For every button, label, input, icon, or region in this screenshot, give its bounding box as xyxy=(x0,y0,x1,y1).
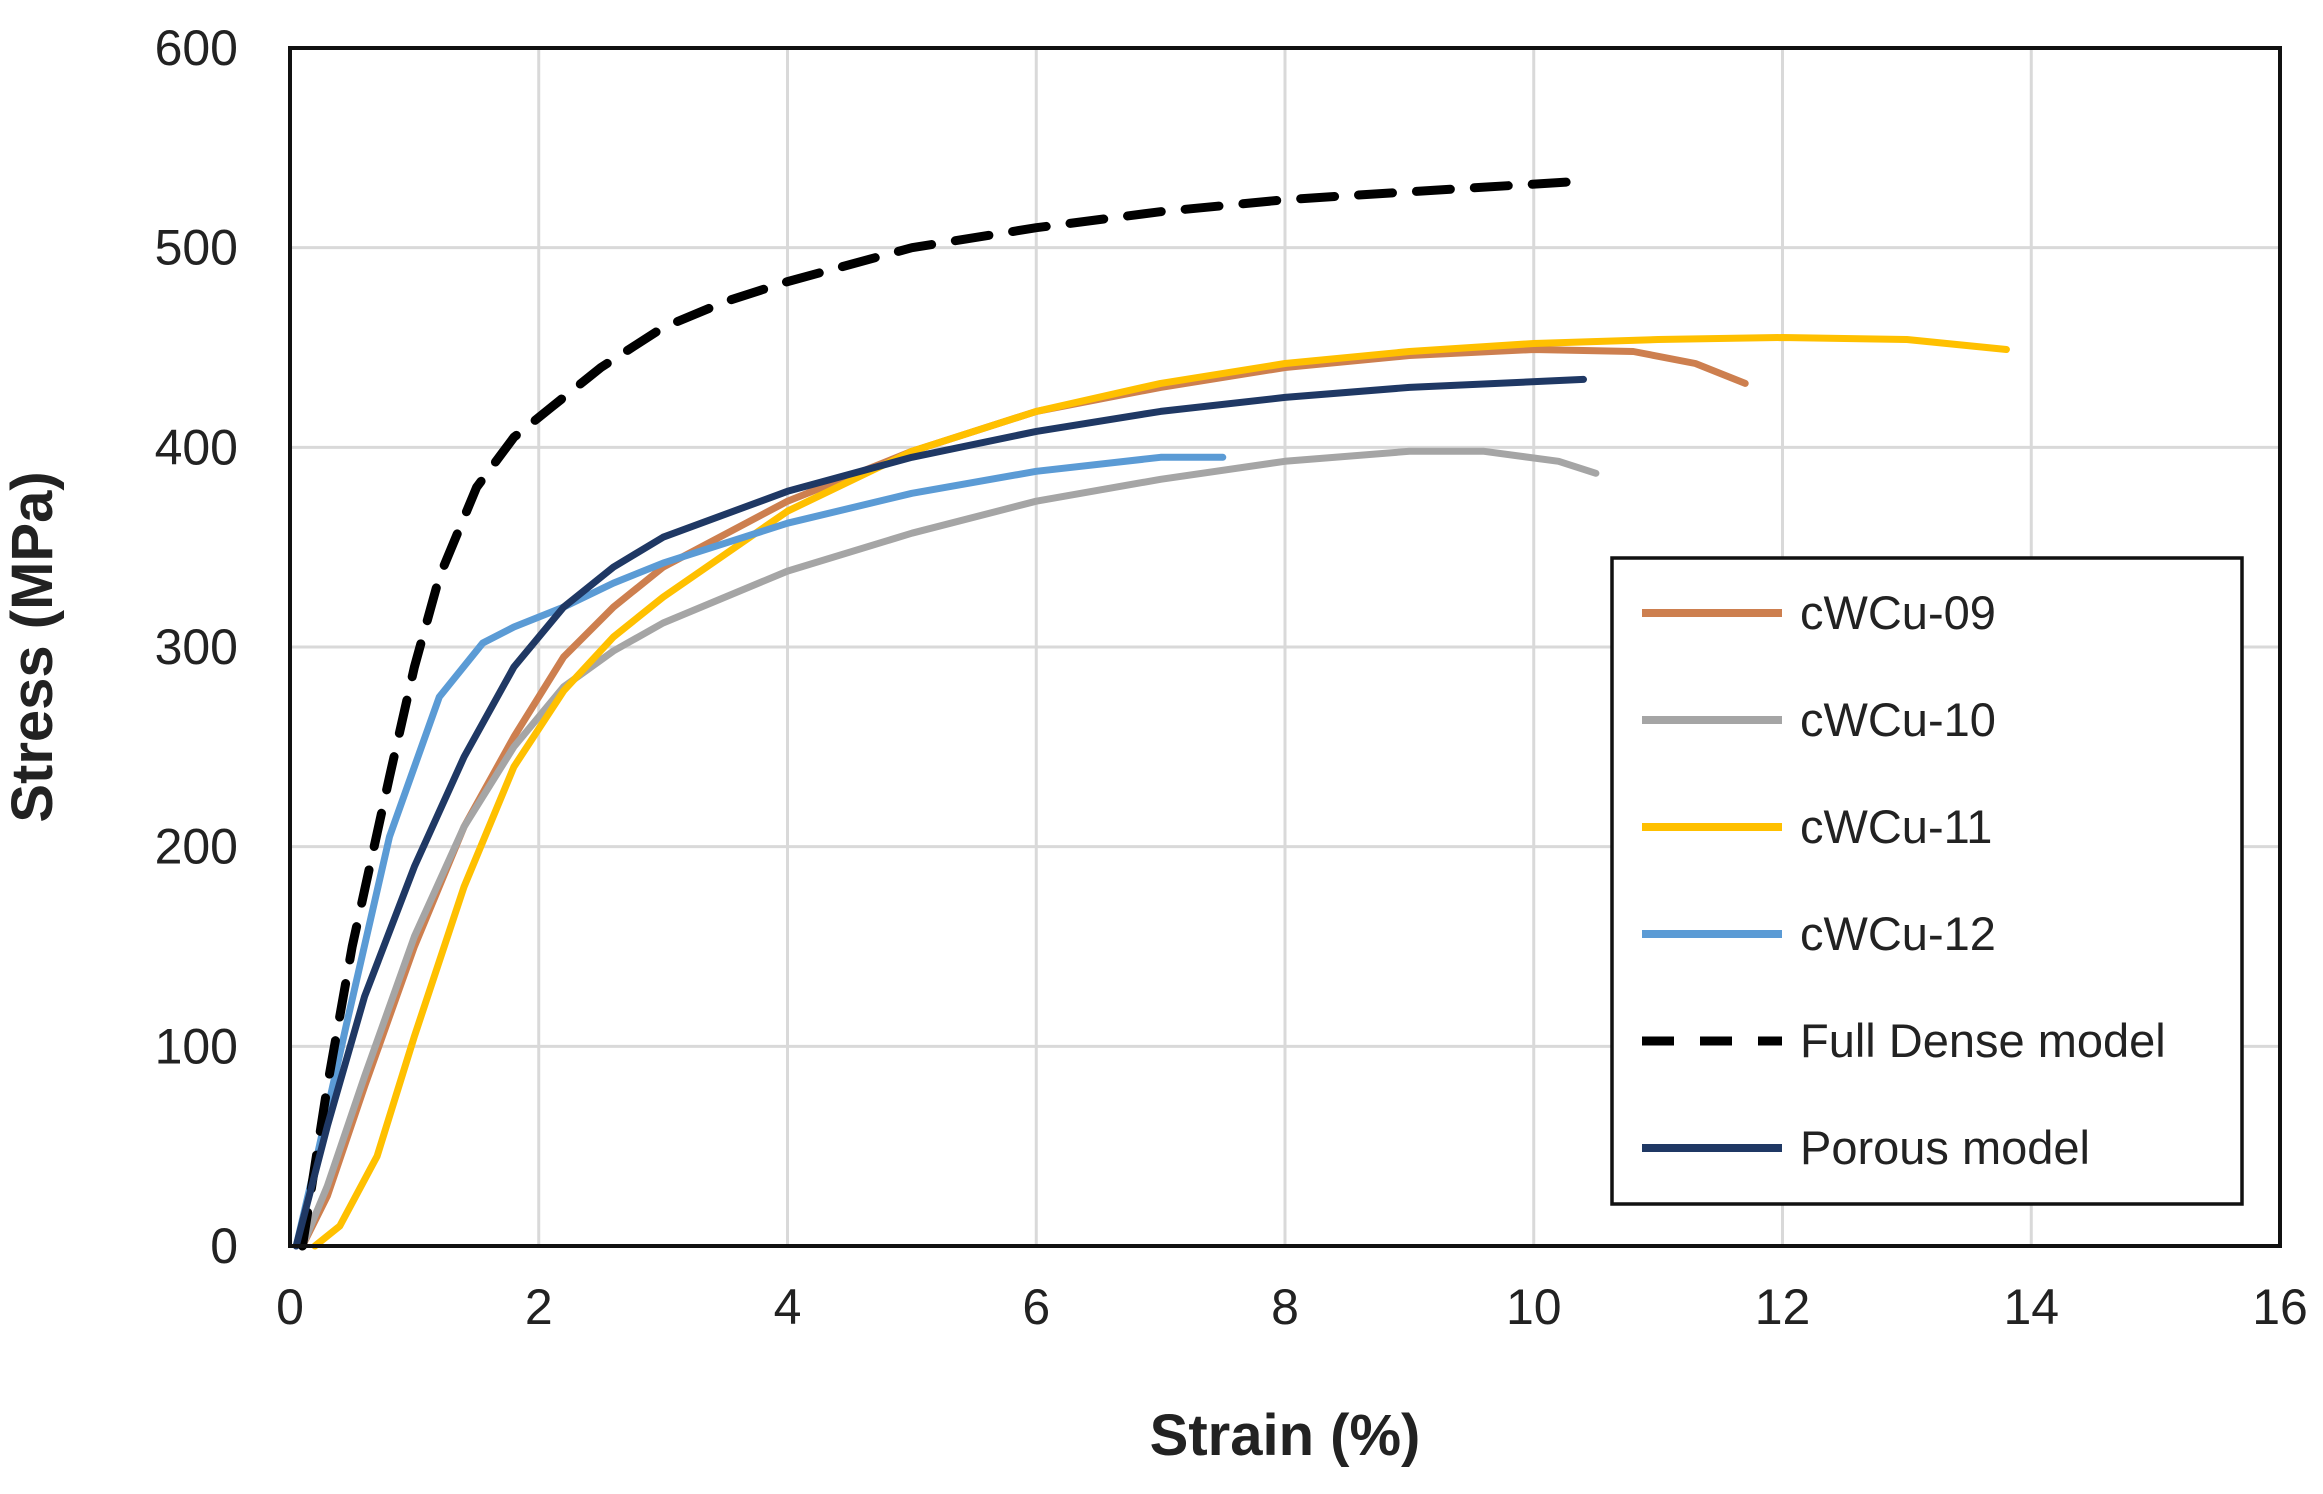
x-tick-label: 8 xyxy=(1271,1279,1299,1335)
series-line-full-dense-model xyxy=(297,177,1576,1251)
x-tick-label: 10 xyxy=(1506,1279,1562,1335)
legend-label-cwcu-12: cWCu-12 xyxy=(1800,907,1996,960)
x-axis-title: Strain (%) xyxy=(1150,1403,1421,1468)
series-line-cwcu-09 xyxy=(298,346,1749,1250)
x-tick-label: 16 xyxy=(2252,1279,2308,1335)
legend-label-full-dense-model: Full Dense model xyxy=(1800,1014,2166,1067)
legend-label-porous-model: Porous model xyxy=(1800,1121,2090,1174)
legend-box xyxy=(1610,556,2244,1206)
series-line-cwcu-12 xyxy=(292,453,1227,1250)
y-tick-label: 300 xyxy=(155,619,238,675)
x-tick-label: 6 xyxy=(1022,1279,1050,1335)
series-line-cwcu-10 xyxy=(298,447,1600,1250)
x-tick-label: 4 xyxy=(774,1279,802,1335)
legend: cWCu-09 cWCu-10 cWCu-11 cWCu-12 Full Dense m… xyxy=(1610,556,2244,1206)
axis-ticks: 0 2 4 6 8 10 12 14 16 0 100 200 300 400 500 600 xyxy=(155,20,2308,1335)
x-tick-label: 14 xyxy=(2003,1279,2059,1335)
series-line-porous-model xyxy=(292,375,1587,1250)
y-tick-label: 0 xyxy=(210,1218,238,1274)
legend-label-cwcu-09: cWCu-09 xyxy=(1800,586,1996,639)
y-tick-label: 500 xyxy=(155,220,238,276)
y-axis-title: Stress (MPa) xyxy=(0,471,65,822)
x-tick-label: 12 xyxy=(1755,1279,1811,1335)
y-tick-label: 400 xyxy=(155,419,238,475)
plot-frame xyxy=(288,46,2282,1248)
series-line-cwcu-11 xyxy=(311,334,2010,1250)
y-tick-label: 600 xyxy=(155,20,238,76)
x-tick-label: 2 xyxy=(525,1279,553,1335)
legend-label-cwcu-10: cWCu-10 xyxy=(1800,693,1996,746)
series-group xyxy=(292,177,2010,1251)
legend-label-cwcu-11: cWCu-11 xyxy=(1800,800,1992,853)
y-tick-label: 100 xyxy=(155,1018,238,1074)
x-tick-label: 0 xyxy=(276,1279,304,1335)
y-tick-label: 200 xyxy=(155,819,238,875)
